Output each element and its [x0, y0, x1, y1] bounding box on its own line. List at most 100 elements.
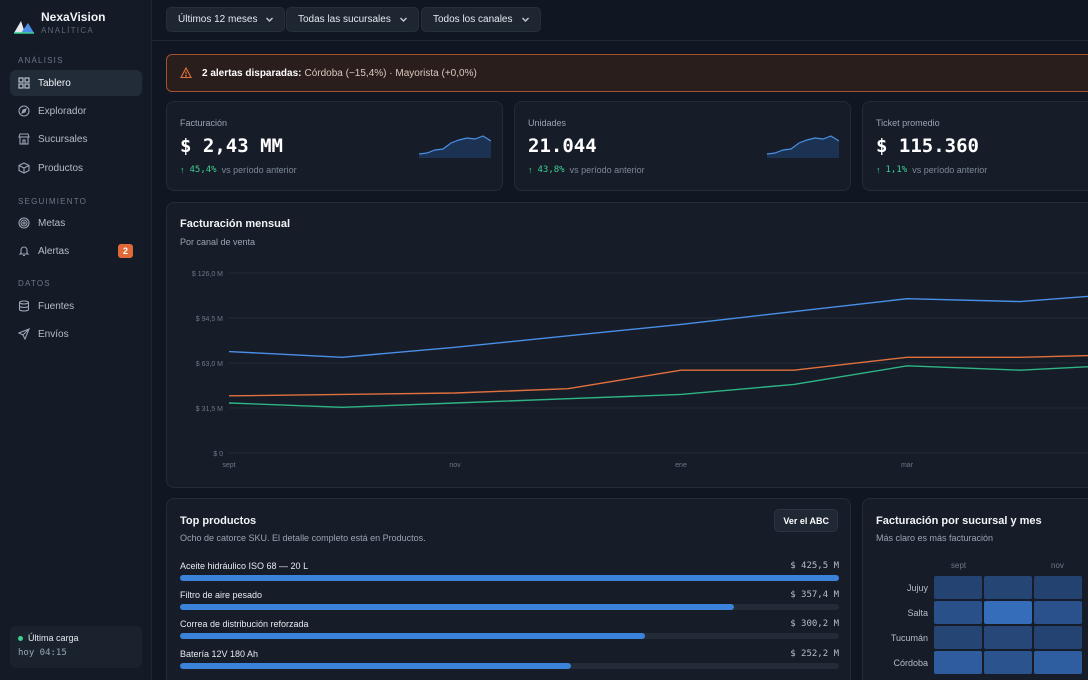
series-line[interactable]	[228, 354, 1088, 397]
top-products-subtitle: Ocho de catorce SKU. El detalle completo…	[180, 533, 426, 543]
heatmap-col-label: sept	[951, 561, 967, 570]
sparkline	[767, 135, 839, 158]
sidebar-item-sucursales[interactable]: Sucursales	[10, 126, 142, 152]
product-row[interactable]: Aceite hidráulico ISO 68 — 20 L $ 425,5 …	[180, 561, 839, 589]
heatmap-cell[interactable]	[934, 576, 982, 599]
heatmap-row-label: Córdoba	[893, 658, 928, 668]
target-icon	[18, 217, 30, 229]
y-tick-label: $ 0	[213, 451, 223, 458]
compass-icon	[18, 105, 30, 117]
product-name: Filtro de aire pesado	[180, 590, 263, 600]
sidebar-item-label: Productos	[38, 162, 84, 174]
product-name: Batería 12V 180 Ah	[180, 649, 259, 659]
kpi-value: 21.044	[528, 135, 597, 157]
channel-filter-value: Todos los canales	[433, 14, 513, 25]
heatmap-row-label: Jujuy	[906, 583, 928, 593]
sidebar-item-label: Fuentes	[38, 300, 75, 312]
heatmap-cell[interactable]	[984, 626, 1032, 649]
product-bar-track	[180, 633, 839, 639]
chevron-down-icon	[266, 17, 274, 22]
view-abc-button[interactable]: Ver el ABC	[774, 509, 838, 532]
nav-section-analisis: ANÁLISIS	[18, 56, 64, 65]
sidebar-item-tablero[interactable]: Tablero	[10, 70, 142, 96]
kpi-delta-value: 45,4%	[189, 165, 217, 175]
product-bar-fill	[180, 663, 571, 669]
kpi-delta-suffix: vs período anterior	[569, 165, 645, 175]
kpi-label: Ticket promedio	[876, 118, 940, 128]
brand-subtitle: ANALÍTICA	[41, 26, 95, 35]
kpi-delta-suffix: vs período anterior	[221, 165, 297, 175]
sidebar-item-metas[interactable]: Metas	[10, 210, 142, 236]
heatmap-cell[interactable]	[984, 601, 1032, 624]
heatmap-cell[interactable]	[984, 576, 1032, 599]
sidebar-item-label: Sucursales	[38, 133, 88, 145]
status-dot-icon	[18, 635, 23, 641]
heatmap-cell[interactable]	[934, 601, 982, 624]
box-icon	[18, 162, 30, 174]
sidebar: NexaVision ANALÍTICA ANÁLISIS Tablero Ex…	[0, 0, 152, 680]
heatmap-cell[interactable]	[1034, 651, 1082, 674]
heatmap-cell[interactable]	[1034, 601, 1082, 624]
product-row[interactable]: Correa de distribución reforzada $ 300,2…	[180, 619, 839, 647]
period-filter-select[interactable]: Últimos 12 meses	[166, 7, 286, 32]
series-line[interactable]	[228, 293, 1088, 358]
nav-section-datos: DATOS	[18, 279, 51, 288]
top-products-card: Top productos Ocho de catorce SKU. El de…	[166, 498, 851, 680]
heatmap-cell[interactable]	[1034, 576, 1082, 599]
alert-count-badge: 2	[118, 244, 133, 258]
brand-name: NexaVision	[41, 10, 106, 24]
kpi-card-unidades: Unidades 21.044 ↑ 43,8% vs período anter…	[514, 101, 851, 191]
sidebar-item-alertas[interactable]: Alertas 2	[10, 238, 142, 264]
y-tick-label: $ 31,5 M	[196, 406, 223, 413]
x-tick-label: sept	[222, 462, 235, 469]
chart-subtitle: Por canal de venta	[180, 237, 256, 247]
branch-filter-select[interactable]: Todas las sucursales	[286, 7, 419, 32]
period-filter-value: Últimos 12 meses	[178, 14, 258, 25]
channel-filter-select[interactable]: Todos los canales	[421, 7, 541, 32]
send-icon	[18, 328, 30, 340]
alert-title: 2 alertas disparadas:	[202, 67, 302, 79]
kpi-label: Unidades	[528, 118, 567, 128]
x-tick-label: ene	[675, 462, 687, 469]
product-bar-track	[180, 604, 839, 610]
last-load-value: hoy 04:15	[18, 648, 67, 658]
x-tick-label: mar	[901, 462, 914, 469]
heatmap-cell[interactable]	[934, 626, 982, 649]
product-value: $ 425,5 M	[790, 561, 839, 571]
last-load-label: Última carga	[28, 633, 79, 643]
sidebar-item-productos[interactable]: Productos	[10, 155, 142, 181]
heatmap-cell[interactable]	[1034, 626, 1082, 649]
monthly-revenue-card: Facturación mensual Por canal de venta $…	[166, 202, 1088, 488]
product-row[interactable]: Filtro de aire pesado $ 357,4 M	[180, 590, 839, 618]
product-row[interactable]: Batería 12V 180 Ah $ 252,2 M	[180, 649, 839, 677]
sparkline	[419, 135, 491, 158]
sidebar-item-label: Explorador	[38, 105, 87, 117]
heatmap-subtitle: Más claro es más facturación	[876, 533, 994, 543]
y-tick-label: $ 63,0 M	[196, 361, 223, 368]
sidebar-item-envios[interactable]: Envíos	[10, 321, 142, 347]
nav-section-seguimiento: SEGUIMIENTO	[18, 197, 88, 206]
brand[interactable]: NexaVision ANALÍTICA	[13, 9, 105, 37]
heatmap-title: Facturación por sucursal y mes	[876, 515, 1042, 527]
product-bar-fill	[180, 575, 839, 581]
branch-heatmap-card: Facturación por sucursal y mes Más claro…	[862, 498, 1088, 680]
alert-banner[interactable]: 2 alertas disparadas: Córdoba (−15,4%) ·…	[166, 54, 1088, 92]
sidebar-item-fuentes[interactable]: Fuentes	[10, 293, 142, 319]
brand-logo-icon	[14, 21, 34, 34]
heatmap-cell[interactable]	[984, 651, 1032, 674]
grid-icon	[18, 77, 30, 89]
product-value: $ 357,4 M	[790, 590, 839, 600]
branch-filter-value: Todas las sucursales	[298, 14, 391, 25]
heatmap-col-label: nov	[1051, 561, 1064, 570]
series-line[interactable]	[228, 364, 1088, 408]
sidebar-item-explorador[interactable]: Explorador	[10, 98, 142, 124]
product-bar-fill	[180, 604, 734, 610]
product-bar-fill	[180, 633, 646, 639]
product-value: $ 252,2 M	[790, 649, 839, 659]
filter-bar: Últimos 12 meses Todas las sucursales To…	[152, 0, 1088, 41]
chevron-down-icon	[521, 17, 529, 22]
alert-text: Córdoba (−15,4%) · Mayorista (+0,0%)	[304, 67, 477, 79]
store-icon	[18, 133, 30, 145]
heatmap-cell[interactable]	[934, 651, 982, 674]
product-bar-track	[180, 663, 839, 669]
